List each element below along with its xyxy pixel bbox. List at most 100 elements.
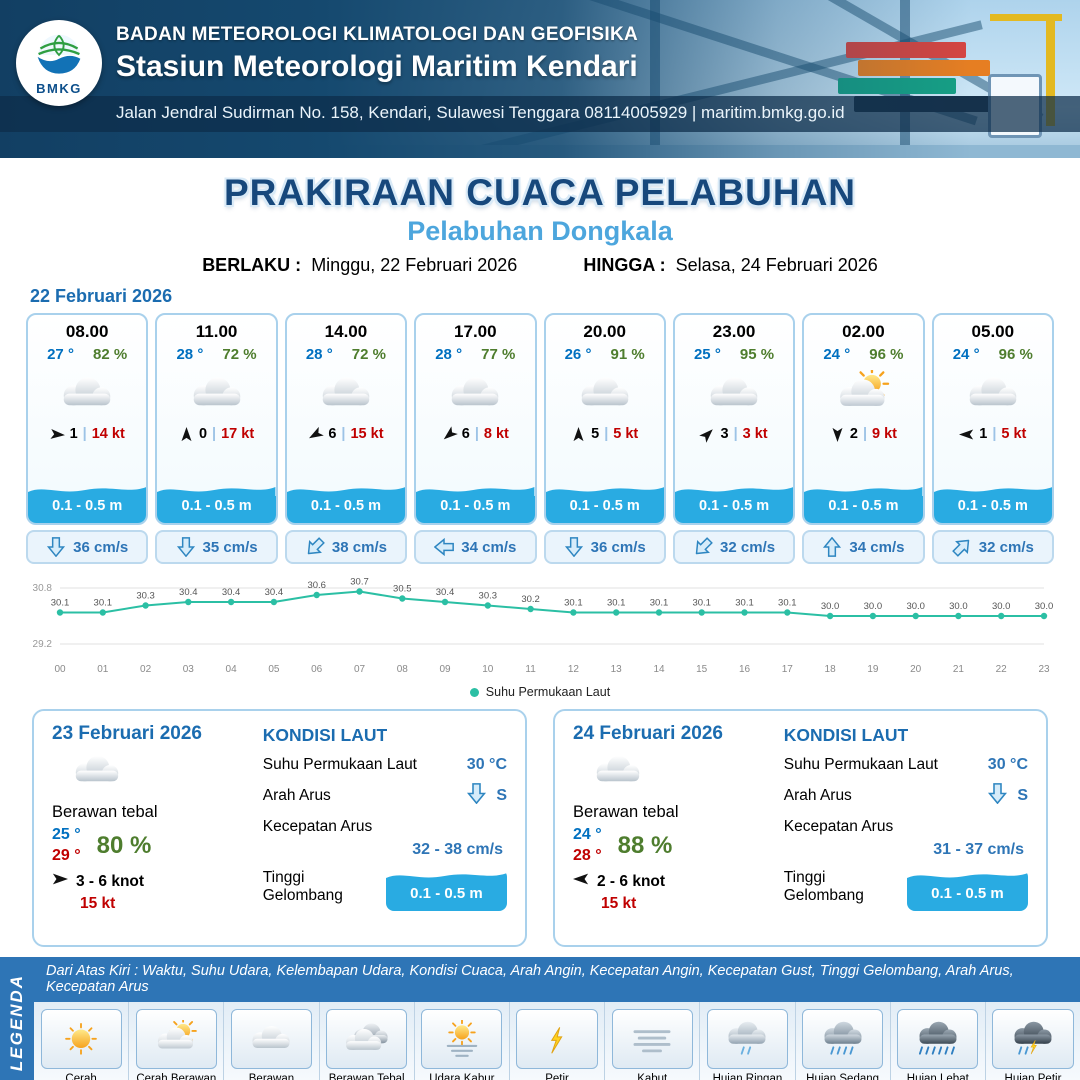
weather-condition: Berawan tebal	[52, 803, 158, 821]
wave-icon	[545, 487, 664, 496]
legend-side-bar: LEGENDA	[0, 957, 34, 1080]
weather-icon-cloudy	[571, 366, 639, 422]
weather-icon-cloudy	[700, 366, 768, 422]
legend-label: Hujan Lebat	[906, 1073, 969, 1080]
current-box: 35 cm/s	[155, 530, 278, 564]
svg-text:13: 13	[611, 664, 623, 675]
current-box: 36 cm/s	[543, 530, 666, 564]
kondisi-laut-title: KONDISI LAUT	[783, 725, 909, 745]
wave-height-row: Tinggi Gelombang 0.1 - 0.5 m	[263, 869, 507, 911]
legend-section: LEGENDA Dari Atas Kiri : Waktu, Suhu Uda…	[0, 957, 1080, 1080]
legend-label: Cerah	[65, 1073, 97, 1080]
current-box: 38 cm/s	[284, 530, 408, 564]
svg-text:30.7: 30.7	[350, 577, 369, 588]
wind-row: 1 | 5 kt	[959, 426, 1026, 442]
sst-label: Suhu Permukaan Laut	[262, 756, 417, 773]
current-box: 34 cm/s	[802, 530, 925, 564]
temp-humidity-row: 28 ° 72 %	[287, 346, 405, 363]
legend-items-row: Cerah Cerah Berawan Berawan Berawan Teba…	[34, 1002, 1080, 1080]
svg-text:30.0: 30.0	[906, 601, 925, 612]
wave-icon	[28, 487, 147, 496]
wind-speed: 2	[849, 426, 858, 442]
current-speed-label: Kecepatan Arus	[783, 818, 894, 835]
air-temperature: 24 °	[823, 346, 851, 363]
legend-label: Petir	[545, 1073, 569, 1080]
current-direction-icon	[466, 783, 487, 809]
wind-speed: 1	[979, 426, 988, 442]
wind-direction-icon	[959, 427, 974, 442]
hingga-value: Selasa, 24 Februari 2026	[675, 255, 878, 275]
current-speed-value: 32 - 38 cm/s	[412, 841, 503, 858]
svg-text:09: 09	[439, 664, 451, 675]
station-address: Jalan Jendral Sudirman No. 158, Kendari,…	[116, 103, 845, 122]
chart-series-label: Suhu Permukaan Laut	[485, 685, 611, 699]
forecast-card: 02.00 24 ° 96 % 2 | 9 kt 0.1 - 0.5 m 34 …	[802, 313, 925, 564]
current-speed-row: Kecepatan Arus	[263, 818, 507, 836]
wave-height-box: 0.1 - 0.5 m	[385, 869, 507, 911]
station-name: Stasiun Meteorologi Maritim Kendari	[116, 50, 638, 83]
forecast-time: 17.00	[454, 322, 497, 341]
legend-label: Hujan Petir	[1004, 1073, 1062, 1080]
svg-text:01: 01	[97, 664, 109, 675]
wind-row: 3 - 6 knot	[52, 871, 257, 892]
svg-text:00: 00	[54, 664, 66, 675]
header: BMKG BADAN METEOROLOGI KLIMATOLOGI DAN G…	[0, 0, 1080, 158]
wave-height-band: 0.1 - 0.5 m	[28, 483, 147, 523]
humidity: 72 %	[351, 346, 386, 363]
wave-icon	[416, 487, 535, 496]
svg-text:30.4: 30.4	[436, 587, 455, 598]
divider: |	[862, 426, 867, 442]
forecast-card: 14.00 28 ° 72 % 6 | 15 kt 0.1 - 0.5 m 38…	[284, 313, 408, 564]
wind-direction-icon	[179, 426, 194, 442]
temp-humidity-row: 24 ° 96 %	[934, 346, 1052, 363]
wave-icon	[286, 487, 406, 496]
summary-weather: 23 Februari 2026 Berawan tebal 25 ° 29 °…	[52, 723, 257, 933]
divider: |	[82, 426, 87, 442]
legend-item-rain-medium: Hujan Sedang	[796, 1002, 891, 1080]
agency-name: BADAN METEOROLOGI KLIMATOLOGI DAN GEOFIS…	[116, 24, 639, 45]
temp-max: 28 °	[573, 847, 602, 864]
divider: |	[212, 426, 217, 442]
sst-value: 30 °C	[466, 756, 507, 773]
wave-icon	[674, 487, 794, 496]
sst-line-chart: 30.8 29.2 30.1 30.1 30.3 30.4 30.4 30.4 30.6 30…	[33, 577, 1054, 676]
rain-light-icon	[706, 1009, 788, 1069]
wind-speed: 6	[328, 426, 337, 442]
svg-text:30.0: 30.0	[949, 601, 968, 612]
svg-text:30.4: 30.4	[179, 587, 198, 598]
humidity: 95 %	[739, 346, 775, 363]
port-name: Pelabuhan Dongkala	[407, 216, 673, 246]
wind-speed: 6	[461, 426, 470, 442]
forecast-card-body: 11.00 28 ° 72 % 0 | 17 kt 0.1 - 0.5 m	[155, 313, 278, 525]
wind-row: 6 | 15 kt	[308, 426, 384, 442]
svg-text:12: 12	[568, 664, 580, 675]
wave-height-band: 0.1 - 0.5 m	[933, 483, 1052, 523]
fog-icon	[611, 1009, 693, 1069]
legend-item-cloudy: Berawan	[224, 1002, 320, 1080]
svg-text:02: 02	[140, 664, 152, 675]
wind-row: 2 | 9 kt	[830, 426, 897, 442]
wind-gust: 14 kt	[91, 426, 125, 442]
svg-text:22: 22	[996, 664, 1008, 675]
weather-condition: Berawan tebal	[573, 803, 679, 821]
legend-side-label: LEGENDA	[7, 973, 26, 1072]
sst-chart-plot: 30.8 29.2 30.1 30.1 30.3 30.4 30.4 30.4 30.6 30…	[24, 572, 1056, 683]
cloud-dark-icon	[326, 1009, 408, 1069]
wind-speed: 5	[591, 426, 600, 442]
temp-min: 25 °	[52, 826, 81, 843]
divider: |	[341, 426, 346, 442]
legend-item-cloud-dark: Berawan Tebal	[320, 1002, 415, 1080]
forecast-card-body: 20.00 26 ° 91 % 5 | 5 kt 0.1 - 0.5 m	[543, 313, 666, 525]
humidity: 88 %	[617, 831, 673, 859]
wind-gust: 9 kt	[872, 426, 897, 442]
summary-weather: 24 Februari 2026 Berawan tebal 24 ° 28 °…	[573, 723, 778, 933]
current-speed: 36 cm/s	[73, 538, 129, 556]
wave-height-band: 0.1 - 0.5 m	[157, 483, 276, 523]
humidity: 91 %	[610, 346, 645, 363]
wave-height-band: 0.1 - 0.5 m	[545, 483, 664, 523]
svg-text:23: 23	[1038, 664, 1050, 675]
forecast-time: 14.00	[324, 322, 368, 341]
wave-height: 0.1 - 0.5 m	[157, 496, 276, 523]
temp-humidity-row: 24 ° 96 %	[804, 346, 922, 363]
svg-text:06: 06	[311, 664, 323, 675]
